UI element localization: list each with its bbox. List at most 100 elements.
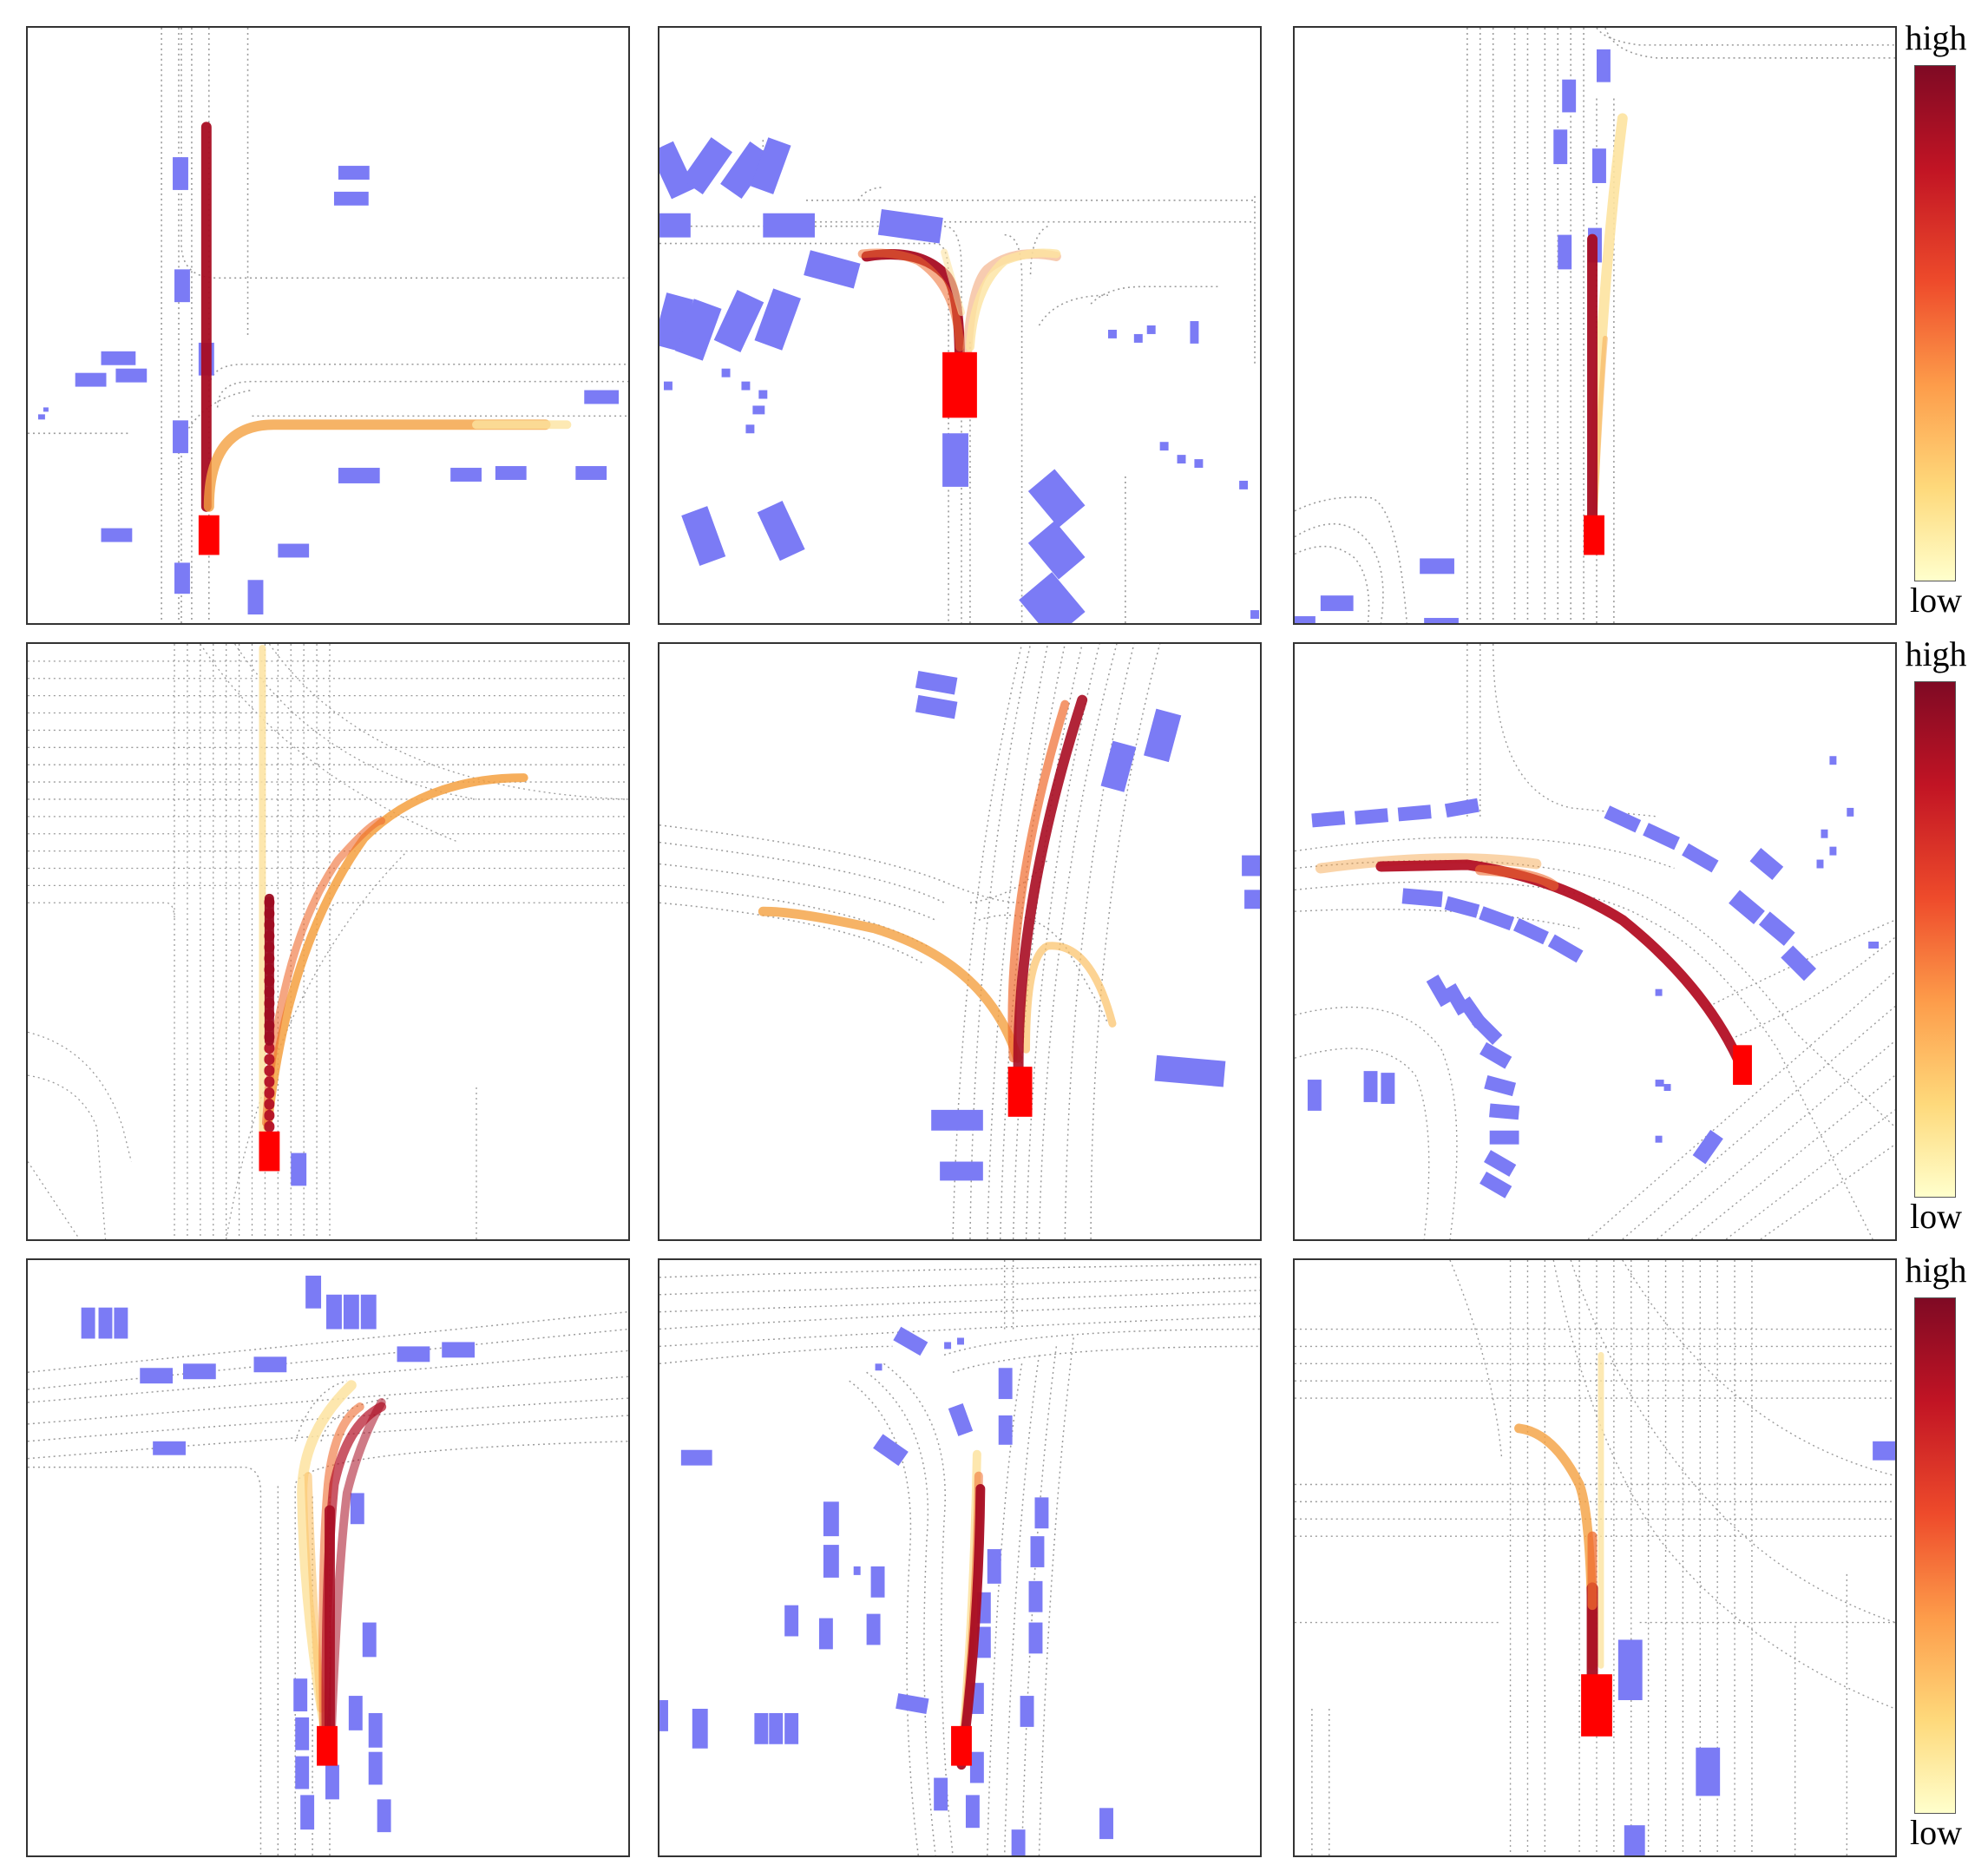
agent-vehicle	[940, 1161, 983, 1181]
agent-vehicle	[948, 1402, 974, 1436]
agent-vehicle	[754, 288, 801, 351]
agent-vehicles	[37, 157, 620, 615]
agent-vehicle	[1816, 859, 1824, 869]
agent-vehicle	[1873, 1441, 1895, 1461]
scene-map	[659, 644, 1260, 1239]
agent-vehicle	[1655, 1135, 1663, 1143]
agent-vehicle	[1028, 1622, 1043, 1654]
agent-vehicle	[43, 407, 49, 412]
agent-vehicle	[659, 141, 696, 200]
agent-vehicle	[1426, 975, 1453, 1008]
agent-vehicle	[101, 351, 136, 365]
agent-vehicle	[957, 1337, 964, 1345]
agent-vehicle	[870, 1566, 885, 1598]
agent-vehicle	[450, 468, 482, 482]
colorbar-low-label: low	[1910, 1813, 1962, 1852]
agent-vehicle	[663, 381, 673, 391]
scene-panel-r1c1	[26, 26, 630, 625]
agent-vehicle	[877, 209, 943, 244]
agent-vehicle	[1099, 1808, 1113, 1840]
agent-vehicle	[98, 1307, 113, 1339]
agent-vehicle	[915, 670, 958, 695]
agent-vehicle	[823, 1545, 839, 1578]
agent-vehicle	[1154, 1054, 1226, 1087]
agent-vehicle	[1146, 325, 1156, 334]
agent-vehicle	[681, 506, 726, 566]
agent-vehicle	[965, 1795, 980, 1829]
agent-vehicle	[1558, 234, 1572, 270]
predicted-trajectories	[956, 1449, 986, 1770]
agent-vehicle	[1729, 890, 1765, 924]
agent-vehicle	[1596, 49, 1611, 82]
agent-vehicle	[692, 1708, 708, 1749]
agent-vehicle	[1100, 740, 1137, 792]
agent-vehicle	[1244, 890, 1260, 910]
agent-vehicle	[942, 433, 968, 487]
agent-vehicle	[1655, 988, 1663, 996]
agent-vehicle	[893, 1326, 928, 1356]
scene-panel-r1c2	[658, 26, 1262, 625]
agent-vehicle	[998, 1368, 1013, 1400]
agent-vehicle	[182, 1363, 216, 1380]
predicted-trajectories	[259, 644, 528, 1135]
agent-vehicle	[1242, 855, 1260, 877]
agent-vehicle	[1133, 333, 1143, 343]
agent-vehicle	[713, 290, 764, 353]
agent-vehicle	[575, 466, 607, 480]
agent-vehicle	[680, 1449, 712, 1466]
agent-vehicle	[174, 269, 190, 303]
agent-vehicle	[495, 466, 527, 480]
agent-vehicle	[1643, 823, 1680, 850]
agent-vehicle	[173, 420, 188, 454]
agent-vehicle	[153, 1441, 186, 1455]
scene-map	[659, 137, 1259, 623]
agent-vehicle	[1604, 805, 1642, 833]
scene-map	[1295, 28, 1895, 623]
agent-vehicle	[1034, 1497, 1049, 1529]
colorbar-low-label: low	[1910, 581, 1962, 620]
agent-vehicle	[360, 1294, 377, 1330]
trajectory-low	[941, 248, 965, 317]
predicted-trajectories	[1315, 853, 1749, 1077]
agent-vehicle	[823, 1501, 839, 1537]
agent-vehicle	[1239, 480, 1249, 489]
agent-vehicle	[1781, 945, 1817, 982]
agent-vehicle	[1194, 459, 1204, 469]
trajectory-low	[965, 248, 1061, 351]
lane-lines	[659, 1260, 1260, 1855]
agent-vehicle	[295, 1756, 310, 1789]
agent-vehicles	[291, 1152, 307, 1186]
scene-map	[1295, 1260, 1895, 1855]
scene-panel-r1c3	[1293, 26, 1897, 625]
agent-vehicle	[896, 1693, 929, 1714]
colorbar-low-label: low	[1910, 1197, 1962, 1236]
agent-vehicle	[343, 1294, 359, 1330]
agent-vehicle	[752, 405, 765, 415]
agent-vehicle	[295, 1717, 310, 1750]
ego-vehicle	[1733, 1045, 1752, 1086]
scene-map	[659, 1260, 1260, 1855]
agent-vehicle	[1027, 521, 1086, 580]
agent-vehicle	[81, 1307, 95, 1339]
agent-vehicle	[818, 1618, 833, 1650]
agent-vehicle	[741, 381, 751, 391]
agent-vehicle	[350, 1493, 364, 1525]
agent-vehicle	[1562, 79, 1577, 113]
agent-vehicle	[1381, 1073, 1395, 1104]
agent-vehicle	[1250, 610, 1259, 620]
agent-vehicle	[1480, 1172, 1512, 1198]
agent-vehicle	[769, 1712, 784, 1744]
agent-vehicle	[754, 1712, 769, 1744]
predicted-trajectories	[297, 1380, 387, 1736]
agent-vehicle	[987, 1549, 1001, 1584]
agent-vehicle	[969, 1751, 984, 1783]
agent-vehicle	[866, 1613, 881, 1645]
agent-vehicle	[1424, 618, 1459, 623]
agent-vehicle	[1444, 896, 1480, 918]
agent-vehicle	[326, 1294, 342, 1330]
agent-vehicle	[1829, 846, 1837, 856]
agent-vehicle	[338, 468, 380, 483]
agent-vehicle	[1019, 572, 1086, 623]
agent-vehicle	[1311, 811, 1346, 828]
agent-vehicle	[115, 368, 148, 383]
